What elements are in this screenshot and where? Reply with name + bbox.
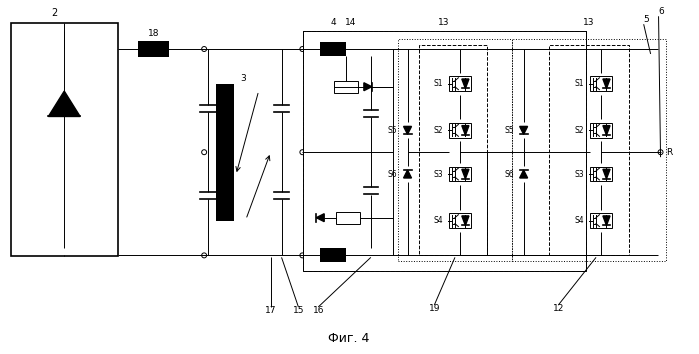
Bar [336, 212, 360, 224]
Bar [449, 76, 471, 91]
Bar [549, 45, 629, 255]
Text: 19: 19 [428, 304, 440, 313]
Polygon shape [462, 216, 469, 225]
Text: S2: S2 [575, 126, 584, 135]
Text: S4: S4 [575, 216, 584, 225]
Bar [419, 45, 487, 255]
Polygon shape [603, 126, 610, 135]
Bar [590, 123, 612, 138]
Polygon shape [519, 126, 528, 134]
Bar [320, 42, 346, 56]
Text: R: R [666, 148, 672, 157]
Text: 6: 6 [658, 7, 665, 16]
Bar [334, 81, 358, 93]
Polygon shape [603, 79, 610, 88]
Text: S1: S1 [575, 79, 584, 88]
Polygon shape [364, 83, 372, 91]
Text: S4: S4 [433, 216, 443, 225]
Bar [449, 167, 471, 182]
Text: Фиг. 4: Фиг. 4 [329, 332, 370, 345]
Text: 14: 14 [345, 18, 356, 27]
Polygon shape [462, 169, 469, 179]
Polygon shape [403, 126, 412, 134]
Text: S6: S6 [504, 170, 514, 178]
Bar [10, 23, 118, 256]
Polygon shape [316, 214, 324, 222]
Bar [590, 167, 612, 182]
Bar [590, 213, 612, 228]
Text: S6: S6 [388, 170, 398, 178]
Bar [512, 39, 665, 261]
Text: S5: S5 [388, 126, 398, 135]
Text: 13: 13 [438, 18, 449, 27]
Text: S1: S1 [433, 79, 443, 88]
Polygon shape [462, 79, 469, 88]
Polygon shape [403, 170, 412, 178]
Bar [590, 76, 612, 91]
Text: S3: S3 [433, 170, 443, 178]
Bar [449, 213, 471, 228]
Text: 15: 15 [293, 307, 304, 315]
Bar [320, 249, 346, 262]
Text: S2: S2 [433, 126, 443, 135]
Polygon shape [462, 126, 469, 135]
Text: 13: 13 [583, 18, 594, 27]
Bar [138, 41, 169, 57]
Polygon shape [603, 169, 610, 179]
Polygon shape [48, 91, 80, 116]
Text: 18: 18 [147, 29, 159, 38]
Text: S5: S5 [504, 126, 514, 135]
Bar [303, 31, 586, 271]
Text: 3: 3 [240, 74, 246, 83]
Text: 2: 2 [51, 8, 57, 18]
Text: 16: 16 [312, 307, 324, 315]
Bar [398, 39, 512, 261]
Polygon shape [519, 170, 528, 178]
Bar [216, 84, 234, 221]
Text: 12: 12 [553, 304, 564, 313]
Polygon shape [603, 216, 610, 225]
Text: 17: 17 [265, 307, 276, 315]
Bar [303, 31, 586, 271]
Text: S3: S3 [575, 170, 584, 178]
Text: 4: 4 [331, 18, 336, 27]
Text: 5: 5 [643, 15, 649, 24]
Bar [449, 123, 471, 138]
